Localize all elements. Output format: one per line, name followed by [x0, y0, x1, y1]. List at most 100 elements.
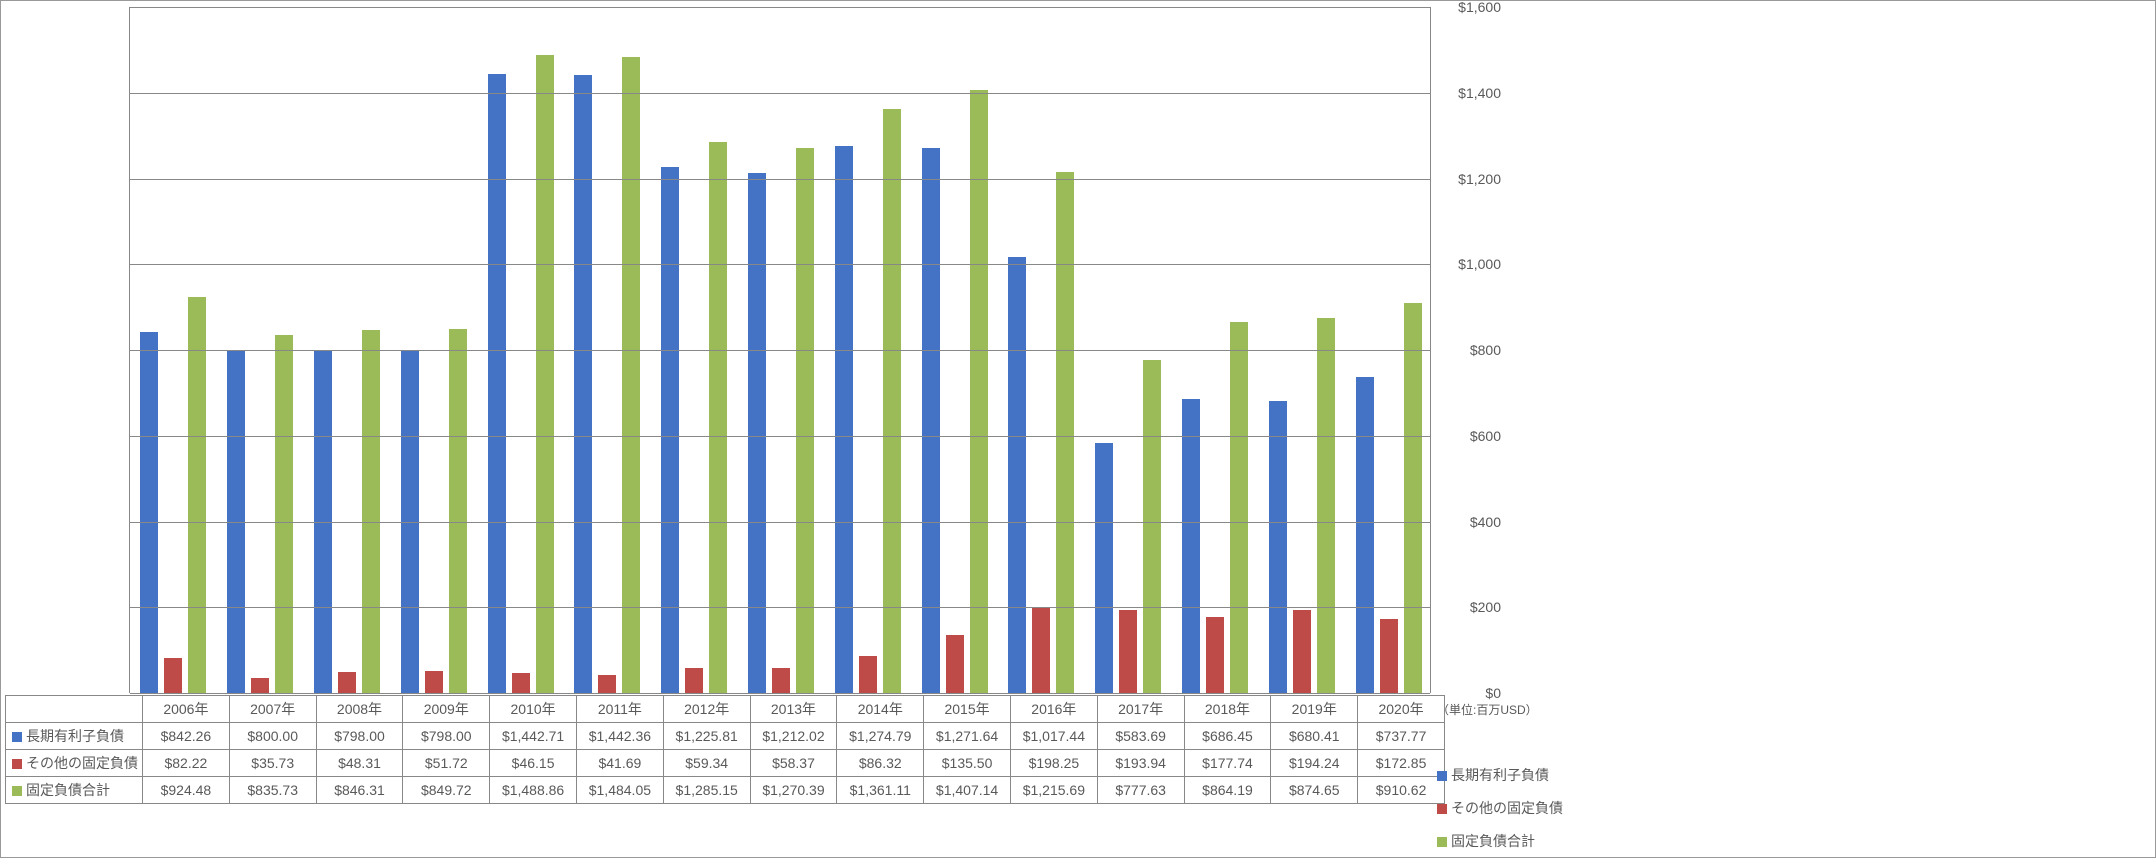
gridline: [130, 93, 1430, 94]
bar-0: [1356, 377, 1374, 693]
bar-2: [1143, 360, 1161, 693]
table-year-header: 2019年: [1271, 696, 1358, 723]
table-cell: $82.22: [143, 750, 230, 777]
table-cell: $874.65: [1271, 777, 1358, 804]
table-cell: $193.94: [1097, 750, 1184, 777]
table-cell: $680.41: [1271, 723, 1358, 750]
table-cell: $1,484.05: [576, 777, 663, 804]
table-year-header: 2010年: [490, 696, 577, 723]
table-row: その他の固定負債$82.22$35.73$48.31$51.72$46.15$4…: [6, 750, 1445, 777]
table-cell: $41.69: [576, 750, 663, 777]
series-name: その他の固定負債: [26, 755, 138, 771]
table-cell: $849.72: [403, 777, 490, 804]
table-cell: $86.32: [837, 750, 924, 777]
bar-1: [1032, 608, 1050, 693]
table-cell: $58.37: [750, 750, 837, 777]
data-table: 2006年2007年2008年2009年2010年2011年2012年2013年…: [5, 695, 1445, 804]
legend-swatch: [12, 786, 22, 796]
table-cell: $177.74: [1184, 750, 1271, 777]
table-cell: $51.72: [403, 750, 490, 777]
bar-2: [362, 330, 380, 693]
table-year-header: 2009年: [403, 696, 490, 723]
bar-0: [748, 173, 766, 693]
y-tick-label: $1,200: [1458, 171, 1501, 187]
table-cell: $46.15: [490, 750, 577, 777]
table-cell: $1,271.64: [924, 723, 1011, 750]
gridline: [130, 436, 1430, 437]
bar-2: [622, 57, 640, 693]
bar-1: [1119, 610, 1137, 693]
legend-swatch: [1437, 837, 1447, 847]
bar-1: [1206, 617, 1224, 693]
gridline: [130, 350, 1430, 351]
table-year-header: 2006年: [143, 696, 230, 723]
gridline: [130, 7, 1430, 8]
bar-2: [449, 329, 467, 693]
table-cell: $777.63: [1097, 777, 1184, 804]
bar-2: [188, 297, 206, 693]
legend-row: 長期有利子負債: [1437, 759, 1563, 792]
bar-0: [922, 148, 940, 693]
table-cell: $1,017.44: [1010, 723, 1097, 750]
bar-2: [1404, 303, 1422, 693]
table-cell: $1,442.36: [576, 723, 663, 750]
legend-swatch: [1437, 771, 1447, 781]
right-legend: 長期有利子負債その他の固定負債固定負債合計: [1437, 759, 1563, 858]
legend-swatch: [1437, 804, 1447, 814]
y-tick-label: $400: [1470, 514, 1501, 530]
legend-label: 固定負債合計: [1451, 833, 1535, 849]
bar-2: [1317, 318, 1335, 693]
y-tick-label: $0: [1485, 685, 1501, 701]
bar-2: [1056, 172, 1074, 693]
table-cell: $1,488.86: [490, 777, 577, 804]
y-tick-label: $800: [1470, 342, 1501, 358]
bar-0: [661, 167, 679, 693]
table-cell: $1,225.81: [663, 723, 750, 750]
bar-1: [772, 668, 790, 693]
table-year-header: 2014年: [837, 696, 924, 723]
table-cell: $1,407.14: [924, 777, 1011, 804]
table-cell: $737.77: [1358, 723, 1445, 750]
bar-2: [970, 90, 988, 693]
table-cell: $835.73: [229, 777, 316, 804]
plot-area: [129, 7, 1431, 693]
gridline: [130, 607, 1430, 608]
legend-label: 長期有利子負債: [1451, 767, 1549, 783]
table-row-header: 固定負債合計: [6, 777, 143, 804]
y-tick-label: $600: [1470, 428, 1501, 444]
bar-0: [1008, 257, 1026, 693]
y-tick-label: $1,400: [1458, 85, 1501, 101]
table-cell: $800.00: [229, 723, 316, 750]
table-year-header: 2013年: [750, 696, 837, 723]
table-cell: $842.26: [143, 723, 230, 750]
bar-1: [859, 656, 877, 693]
table-cell: $135.50: [924, 750, 1011, 777]
bar-1: [598, 675, 616, 693]
table-year-header: 2020年: [1358, 696, 1445, 723]
table-cell: $846.31: [316, 777, 403, 804]
table-year-header: 2007年: [229, 696, 316, 723]
table-cell: $1,361.11: [837, 777, 924, 804]
bar-0: [1182, 399, 1200, 693]
bar-2: [536, 55, 554, 693]
gridline: [130, 264, 1430, 265]
bar-1: [1380, 619, 1398, 693]
table-corner: [6, 696, 143, 723]
table-cell: $798.00: [403, 723, 490, 750]
table-year-header: 2016年: [1010, 696, 1097, 723]
bar-2: [1230, 322, 1248, 693]
bar-1: [425, 671, 443, 693]
series-name: 長期有利子負債: [26, 728, 124, 744]
table-cell: $198.25: [1010, 750, 1097, 777]
y-tick-label: $200: [1470, 599, 1501, 615]
series-name: 固定負債合計: [26, 782, 110, 798]
bar-0: [835, 146, 853, 693]
table-row-header: その他の固定負債: [6, 750, 143, 777]
table-cell: $1,215.69: [1010, 777, 1097, 804]
bar-1: [251, 678, 269, 693]
y-tick-label: $1,600: [1458, 0, 1501, 15]
table-cell: $35.73: [229, 750, 316, 777]
table-cell: $910.62: [1358, 777, 1445, 804]
bar-0: [140, 332, 158, 693]
table-cell: $864.19: [1184, 777, 1271, 804]
